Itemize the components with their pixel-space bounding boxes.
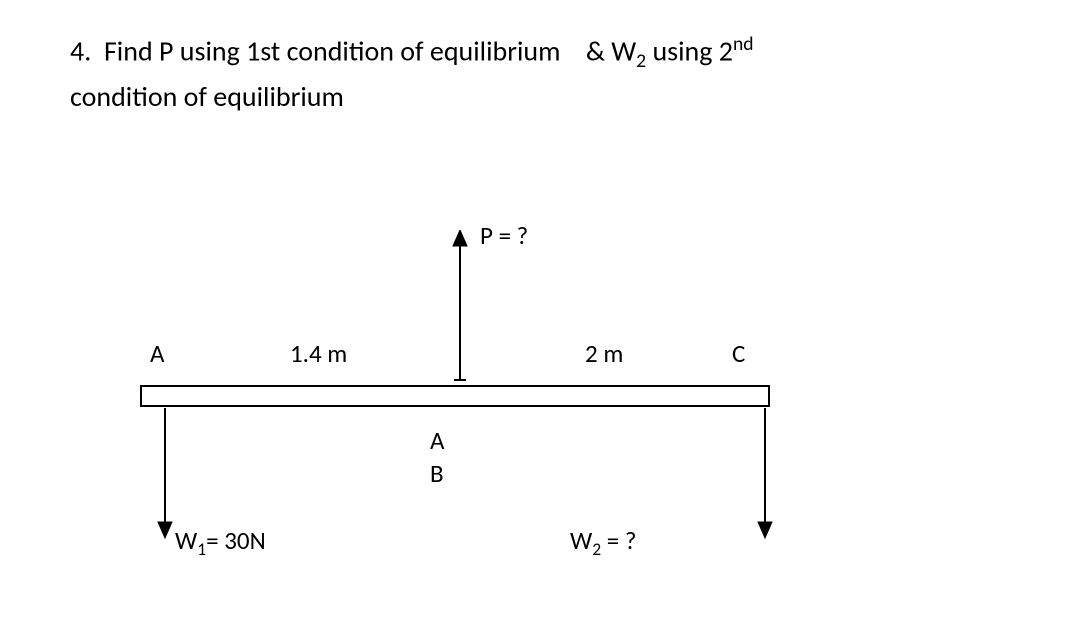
distance-ab-label: 1.4 m bbox=[290, 338, 347, 369]
w1-label: W1= 30N bbox=[175, 525, 266, 560]
arrow-p-up-icon bbox=[450, 230, 470, 385]
beam-diagram: P = ? A 1.4 m 2 m C A B W1= 30N W2 = ? bbox=[140, 230, 800, 570]
w1-symbol: W bbox=[175, 525, 197, 556]
mid-a-label: A bbox=[430, 425, 444, 458]
problem-text-2a: & W bbox=[586, 33, 636, 68]
w1-subscript: 1 bbox=[197, 538, 206, 560]
arrow-w1-down-icon bbox=[150, 408, 180, 543]
point-a-label: A bbox=[150, 338, 164, 369]
force-p-label: P = ? bbox=[480, 220, 528, 251]
w2-subscript: 2 bbox=[592, 538, 601, 560]
problem-text-line2: condition of equilibrium bbox=[70, 79, 344, 114]
problem-text-2-sup: nd bbox=[733, 32, 754, 56]
point-c-label: C bbox=[732, 338, 745, 369]
problem-text-1: Find P using 1st condition of equilibriu… bbox=[104, 33, 561, 68]
w2-symbol: W bbox=[570, 525, 592, 556]
problem-statement: 4. Find P using 1st condition of equilib… bbox=[70, 30, 1010, 118]
mid-b-label: B bbox=[430, 458, 444, 491]
distance-bc-label: 2 m bbox=[585, 338, 623, 369]
w2-value: = ? bbox=[601, 525, 636, 556]
problem-text-2-sub: 2 bbox=[636, 49, 646, 73]
beam-rect bbox=[140, 385, 770, 407]
w1-value: = 30N bbox=[206, 525, 266, 556]
problem-text-2b: using 2 bbox=[646, 33, 733, 68]
arrow-w2-down-icon bbox=[750, 408, 780, 543]
w2-label: W2 = ? bbox=[570, 525, 636, 560]
problem-number: 4. bbox=[70, 33, 91, 68]
mid-ab-labels: A B bbox=[430, 425, 444, 490]
